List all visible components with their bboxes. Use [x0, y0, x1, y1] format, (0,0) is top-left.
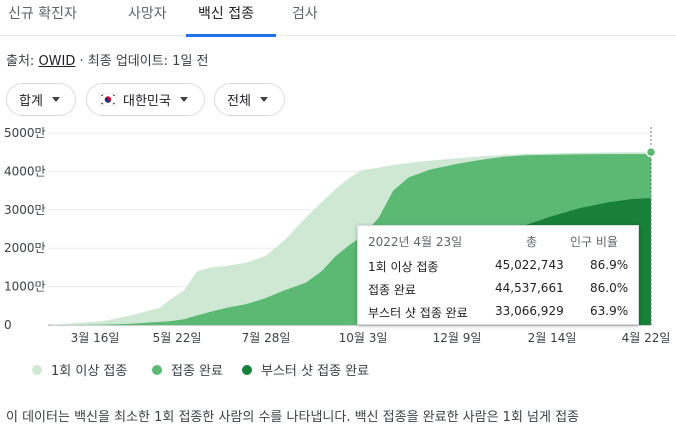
legend-swatch	[32, 364, 42, 375]
tooltip-row-total: 33,066,929	[495, 304, 564, 318]
chevron-down-icon	[259, 97, 268, 102]
tab-vaccination[interactable]: 백신 접종	[186, 0, 276, 37]
y-tick-label: 4000만	[4, 164, 46, 178]
y-tick-label: 2000만	[4, 241, 46, 255]
tooltip-row-ratio: 63.9%	[590, 304, 629, 318]
y-axis: 0 1000만 2000만 3000만 4000만 5000만	[4, 126, 46, 332]
legend-label: 접종 완료	[171, 364, 223, 379]
hover-point	[645, 146, 657, 158]
x-tick-label: 2월 14일	[528, 331, 577, 345]
country-value: 대한민국	[123, 94, 171, 109]
x-tick-label: 12월 9일	[433, 331, 482, 345]
last-updated: · 최종 업데이트: 1일 전	[75, 54, 209, 69]
x-tick-label: 7월 28일	[242, 331, 291, 345]
range-value: 전체	[227, 94, 251, 109]
legend-label: 부스터 샷 접종 완료	[261, 364, 370, 379]
legend-item-fully-vaccinated[interactable]: 접종 완료	[152, 360, 223, 379]
y-tick-label: 0	[4, 318, 12, 332]
tab-bar: 신규 확진자 사망자 백신 접종 검사	[0, 0, 676, 37]
y-tick-label: 5000만	[4, 126, 46, 140]
legend-label: 1회 이상 접종	[51, 364, 128, 379]
chart-tooltip: 2022년 4월 23일 총 인구 비율 1회 이상 접종 45,022,743…	[357, 225, 639, 325]
tab-tests[interactable]: 검사	[292, 6, 318, 22]
legend-item-booster[interactable]: 부스터 샷 접종 완료	[242, 360, 369, 379]
tab-deaths[interactable]: 사망자	[128, 6, 167, 22]
range-dropdown[interactable]: 전체	[214, 83, 285, 116]
tooltip-row-label: 1회 이상 접종	[368, 260, 439, 274]
data-description: 이 데이터는 백신을 최소한 1회 접종한 사람의 수를 나타냅니다. 백신 접…	[6, 410, 580, 425]
x-tick-label: 5월 22일	[153, 331, 202, 345]
measure-value: 합계	[19, 94, 43, 109]
y-tick-label: 3000만	[4, 203, 46, 217]
tooltip-col-total: 총	[526, 235, 538, 249]
source-line: 출처: OWID · 최종 업데이트: 1일 전	[6, 50, 209, 69]
country-dropdown[interactable]: 대한민국	[86, 83, 205, 116]
legend-item-first-dose[interactable]: 1회 이상 접종	[32, 360, 127, 379]
x-tick-label: 4월 22일	[622, 331, 671, 345]
tooltip-date: 2022년 4월 23일	[368, 235, 463, 249]
x-tick-label: 3월 16일	[71, 331, 120, 345]
tooltip-row-label: 부스터 샷 접종 완료	[368, 306, 468, 320]
tooltip-row-ratio: 86.9%	[590, 258, 629, 272]
measure-dropdown[interactable]: 합계	[6, 83, 76, 116]
chevron-down-icon	[51, 97, 60, 102]
tooltip-row-ratio: 86.0%	[590, 281, 629, 295]
tab-new-cases[interactable]: 신규 확진자	[8, 6, 77, 22]
chevron-down-icon	[179, 97, 188, 102]
source-prefix: 출처:	[6, 54, 39, 69]
south-korea-flag-icon	[99, 93, 117, 106]
legend-swatch	[152, 364, 162, 375]
tooltip-row-label: 접종 완료	[368, 283, 416, 297]
tooltip-row-total: 44,537,661	[495, 281, 564, 295]
x-axis: 3월 16일 5월 22일 7월 28일 10월 3일 12월 9일 2월 14일 4월 2…	[71, 331, 671, 345]
tooltip-col-ratio: 인구 비율	[570, 235, 618, 249]
x-tick-label: 10월 3일	[339, 331, 388, 345]
tooltip-row-total: 45,022,743	[495, 258, 564, 272]
legend-swatch	[242, 364, 252, 375]
y-tick-label: 1000만	[4, 280, 46, 294]
source-link[interactable]: OWID	[38, 54, 76, 69]
